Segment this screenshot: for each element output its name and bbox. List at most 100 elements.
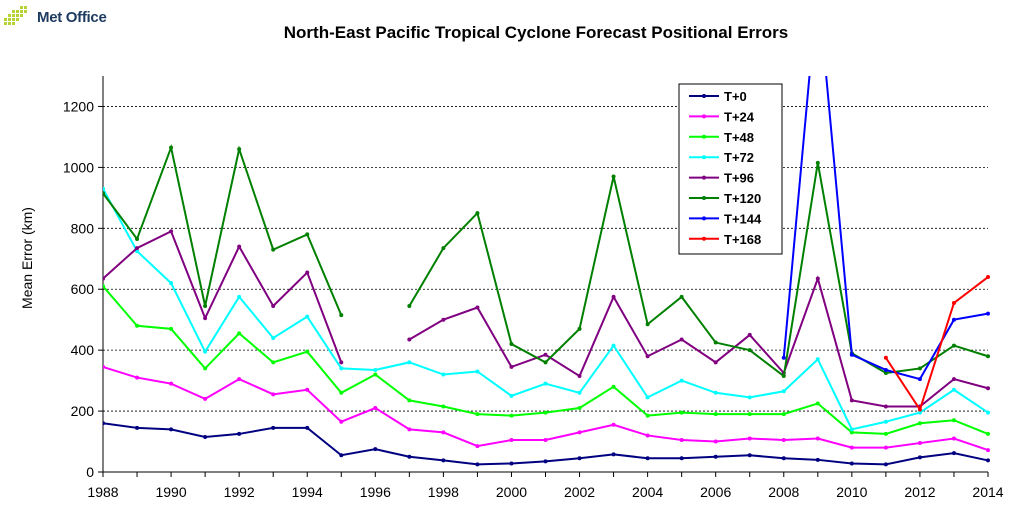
x-tick-label: 1998 [428,484,459,500]
data-point [951,317,956,322]
x-tick-label: 2000 [496,484,527,500]
series-line [885,276,989,412]
data-point [747,453,752,458]
data-point [103,191,105,196]
data-point [815,160,820,165]
x-tick-label: 2004 [632,484,663,500]
data-point [849,427,854,432]
legend-marker [702,134,706,139]
legend-marker [702,94,706,98]
data-point [339,313,344,318]
data-point [849,430,854,435]
data-point [169,381,174,386]
data-point [849,461,854,466]
data-point [203,316,208,321]
data-point [407,398,412,403]
chart-title: North-East Pacific Tropical Cyclone Fore… [284,23,788,42]
data-point [103,276,105,281]
data-point [475,369,480,374]
legend-entry-label: T+120 [724,191,761,206]
legend-entry-label: T+168 [724,232,761,247]
data-point [441,430,446,435]
series-tplus-24 [103,364,990,453]
data-point [951,300,956,305]
y-tick-label: 200 [71,403,95,419]
data-point [781,412,786,417]
data-point [986,311,990,316]
data-point [645,322,650,327]
data-point [747,332,752,337]
data-point [917,455,922,460]
legend-entry-label: T+48 [724,130,754,145]
y-tick-label: 1000 [63,159,94,175]
data-point [611,422,616,427]
data-point [509,364,514,369]
legend-marker [702,216,706,221]
data-point [679,410,684,415]
series-tplus-0 [103,421,990,467]
data-point [951,343,956,348]
data-point [407,303,412,308]
legend-marker [702,155,706,160]
data-point [169,229,174,234]
data-point [747,348,752,353]
data-point [679,456,684,461]
data-point [543,459,548,464]
x-tick-label: 1990 [155,484,186,500]
x-tick-label: 2012 [904,484,935,500]
data-point [645,395,650,400]
data-point [339,366,344,371]
y-tick-label: 400 [71,342,95,358]
legend-marker [702,114,706,119]
data-point [373,372,378,377]
data-point [951,418,956,423]
data-point [103,186,105,191]
data-point [441,317,446,322]
legend: T+0 T+24 T+48 T+72 T+96 T+120 T+144 T+168 [678,83,783,255]
series-tplus-144 [781,76,990,382]
data-point [441,404,446,409]
data-point [883,404,888,409]
legend-marker [702,236,706,241]
tick-labels: 0 200 400 600 800 1000 1200 1988 1990 1992 1994 199… [63,98,1004,500]
data-point [917,421,922,426]
data-point [815,276,820,281]
met-office-logo-icon [4,6,27,25]
y-tick-label: 1200 [63,98,94,114]
data-point [986,354,990,359]
data-point [815,436,820,441]
data-point [577,326,582,331]
data-point [373,367,378,372]
series-tplus-48 [103,284,990,436]
data-point [917,407,922,412]
met-office-logo: Met Office [4,5,107,29]
data-point [577,374,582,379]
data-point [951,377,956,382]
axes [98,76,989,477]
data-point [237,431,242,436]
x-tick-label: 1992 [224,484,255,500]
data-point [543,381,548,386]
data-point [679,337,684,342]
data-point [475,412,480,417]
data-point [203,434,208,439]
data-point [713,439,718,444]
data-point [849,445,854,450]
data-point [543,438,548,443]
data-point [611,294,616,299]
data-point [373,447,378,452]
data-point [883,367,888,372]
data-point [509,438,514,443]
series-line [103,365,989,452]
data-point [135,425,140,430]
legend-entry-label: T+144 [724,211,762,226]
data-point [713,340,718,345]
legend-entry-label: T+96 [724,171,754,186]
series-line [408,275,989,408]
data-point [849,352,854,357]
data-point [475,444,480,449]
data-point [237,294,242,299]
y-tick-label: 0 [86,464,94,480]
data-point [305,349,310,354]
series-line [103,229,343,363]
